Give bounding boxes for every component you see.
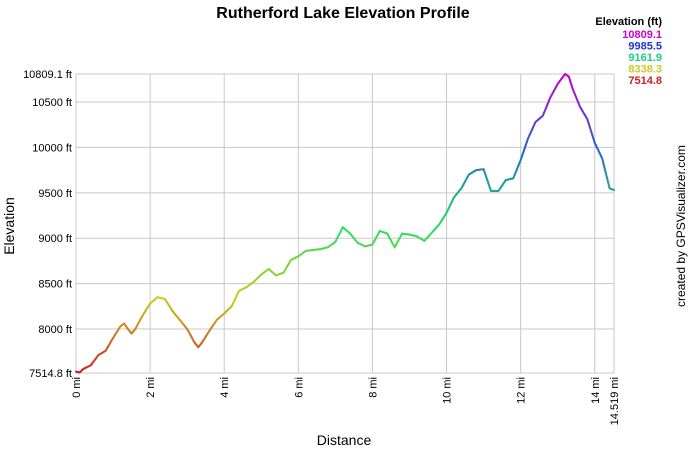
legend-title: Elevation (ft) bbox=[595, 16, 662, 28]
y-tick-label: 8000 ft bbox=[38, 324, 72, 336]
legend-entry: 9985.5 bbox=[628, 41, 662, 53]
x-axis-ticks: 0 mi 2 mi 4 mi 6 mi 8 mi 10 mi 12 mi 14 mi 14.51… bbox=[71, 377, 621, 425]
y-tick-label: 10809.1 ft bbox=[23, 69, 72, 81]
x-tick-label: 6 mi bbox=[293, 377, 305, 398]
chart-title: Rutherford Lake Elevation Profile bbox=[216, 5, 469, 22]
legend-entry: 8338.3 bbox=[628, 64, 662, 76]
plot-area-border bbox=[75, 73, 615, 374]
x-tick-label: 0 mi bbox=[71, 377, 83, 398]
legend-entry: 9161.9 bbox=[628, 52, 662, 64]
y-axis-ticks: 7514.8 ft 8000 ft 8500 ft 9000 ft 9500 ft 100… bbox=[23, 69, 72, 380]
y-tick-label: 10500 ft bbox=[32, 97, 72, 109]
y-tick-label: 9500 ft bbox=[38, 188, 72, 200]
y-tick-label: 10000 ft bbox=[32, 142, 72, 154]
x-tick-label: 14 mi bbox=[590, 377, 602, 404]
y-tick-label: 9000 ft bbox=[38, 233, 72, 245]
credit-text: created by GPSVisualizer.com bbox=[674, 145, 688, 307]
y-axis-label: Elevation bbox=[1, 197, 17, 255]
elevation-line bbox=[75, 73, 615, 374]
x-tick-label: 14.519 mi bbox=[609, 377, 621, 425]
grid bbox=[75, 73, 615, 374]
legend: Elevation (ft) 10809.19985.59161.98338.3… bbox=[595, 16, 662, 87]
x-tick-label: 12 mi bbox=[516, 377, 528, 404]
x-axis-label: Distance bbox=[317, 432, 372, 448]
x-tick-label: 8 mi bbox=[367, 377, 379, 398]
legend-entry: 10809.1 bbox=[622, 29, 662, 41]
x-tick-label: 4 mi bbox=[219, 377, 231, 398]
legend-entry: 7514.8 bbox=[628, 75, 662, 87]
y-tick-label: 7514.8 ft bbox=[29, 368, 72, 380]
x-tick-label: 2 mi bbox=[145, 377, 157, 398]
x-tick-label: 10 mi bbox=[442, 377, 454, 404]
y-tick-label: 8500 ft bbox=[38, 279, 72, 291]
